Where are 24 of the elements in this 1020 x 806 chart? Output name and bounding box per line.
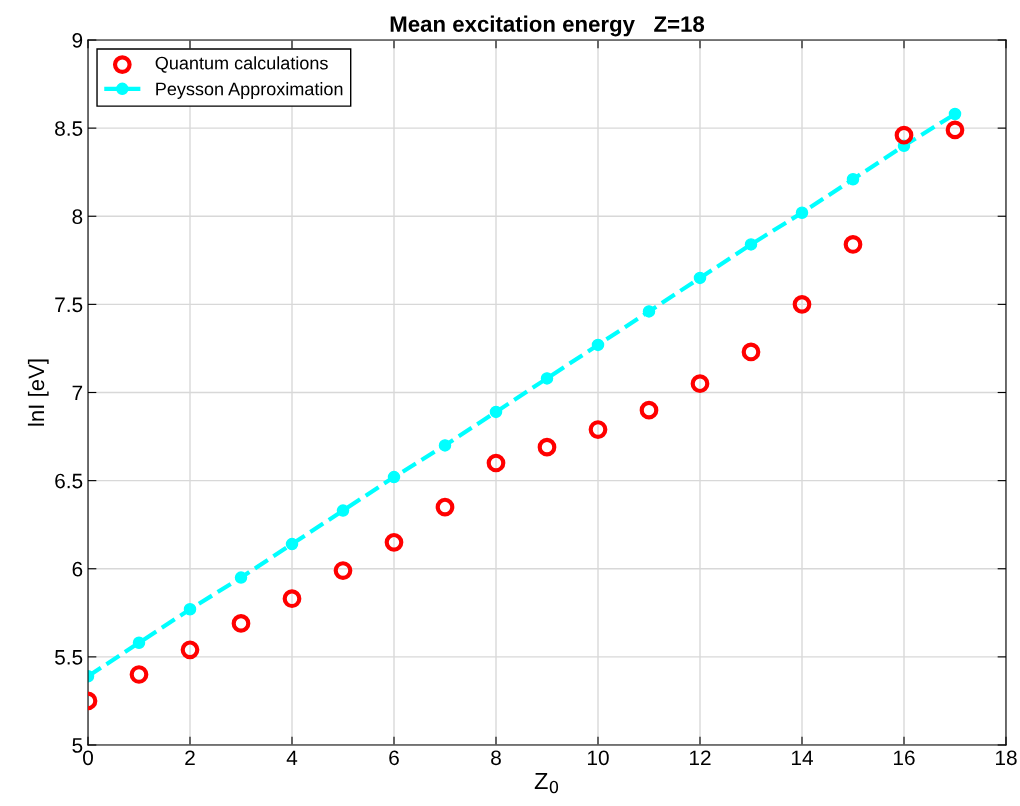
y-tick-label: 6 [72,561,83,577]
y-tick-label: 8.5 [55,121,83,136]
x-tick-label: 10 [588,750,609,766]
x-tick-label: 4 [286,750,298,765]
x-axis-title: Z$_{0}$ [534,772,559,794]
x-tick-label: 8 [491,750,501,766]
y-tick-label: 8 [72,209,83,224]
y-tick-label: 5.5 [55,650,83,665]
x-tick-label: 12 [690,750,711,765]
y-tick-label: 5 [72,738,83,753]
x-tick-label: 14 [792,750,813,765]
chart-title: Mean excitation energy Z=18 [390,15,705,37]
y-tick-label: 6.5 [55,473,83,489]
y-tick-label: 7 [72,385,83,401]
y-tick-label: 9 [72,33,83,48]
legend-label: Quantum calculations [155,56,328,73]
legend-label: Peysson Approximation [156,82,343,99]
x-tick-label: 6 [389,750,399,766]
x-tick-label: 18 [996,750,1017,766]
x-tick-label: 2 [185,750,195,765]
x-tick-label: 0 [83,750,93,766]
x-tick-label: 16 [894,750,915,766]
y-axis-title: lnI [eV] [27,359,49,426]
y-tick-label: 7.5 [55,297,83,313]
